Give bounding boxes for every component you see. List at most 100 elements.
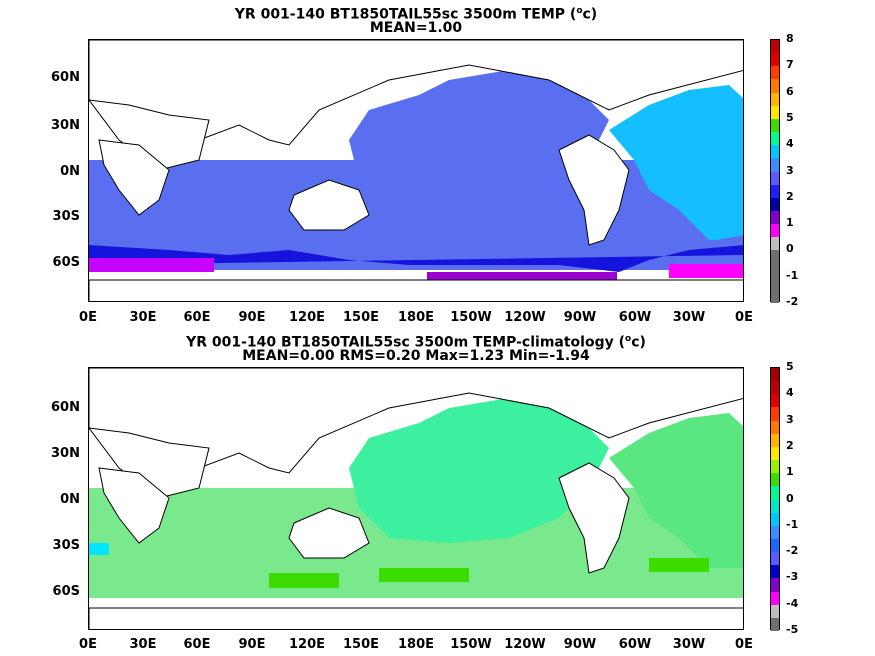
panel1-lon-label: 0E [79, 310, 97, 325]
panel2-lon-label: 0E [735, 637, 753, 652]
colorbar-segment [771, 250, 779, 265]
colorbar-segment [771, 40, 779, 54]
colorbar-segment [771, 420, 779, 435]
panel2-lat-0N: 0N [60, 492, 80, 507]
colorbar-segment [771, 499, 779, 514]
colorbar-segment [771, 486, 779, 500]
panel1-degree-sup: o [576, 6, 583, 16]
panel2-map [88, 367, 744, 630]
colorbar-tick-label: 1 [786, 465, 794, 479]
colorbar-tick-label: -3 [786, 570, 799, 584]
colorbar-segment [771, 368, 779, 382]
colorbar-tick-label: 5 [786, 360, 794, 373]
panel2-lon-label: 0E [79, 637, 97, 652]
colorbar-tick-label: -1 [786, 268, 799, 282]
colorbar-tick-label: 4 [786, 137, 794, 151]
panel1-lon-label: 90W [563, 310, 597, 325]
panel1-map-field [89, 40, 743, 301]
colorbar-segment [771, 578, 779, 593]
panel2-lon-label: 60E [183, 637, 211, 652]
colorbar-segment [771, 460, 779, 474]
panel2-lon-label: 90W [563, 637, 597, 652]
colorbar-segment [771, 197, 779, 212]
panel1-lon-label: 30E [129, 310, 157, 325]
panel2-lon-label: 180E [397, 637, 435, 652]
colorbar-tick-label: 0 [786, 242, 794, 256]
panel2-lon-label: 150E [342, 637, 380, 652]
panel2-lon-label: 150W [450, 637, 492, 652]
panel2-degree-sup: o [625, 334, 632, 344]
colorbar-segment [771, 381, 779, 395]
colorbar-tick-label: 7 [786, 58, 794, 72]
colorbar-tick-label: 2 [786, 438, 794, 452]
panel1-lon-label: 60E [183, 310, 211, 325]
panel2-lon-label: 90E [238, 637, 266, 652]
colorbar-segment [771, 394, 779, 408]
colorbar-segment [771, 289, 779, 304]
colorbar-segment [771, 158, 779, 172]
colorbar-segment [771, 118, 779, 133]
colorbar-segment [771, 184, 779, 199]
panel1-title-line2: MEAN=1.00 [369, 20, 463, 36]
colorbar-segment [771, 591, 779, 606]
colorbar-segment [771, 105, 779, 120]
colorbar-tick-label: 1 [786, 216, 794, 230]
colorbar-tick-label: 4 [786, 386, 794, 400]
panel2-title-text: YR 001-140 BT1850TAIL55sc 3500m TEMP-cli… [186, 334, 625, 351]
colorbar-segment [771, 446, 779, 461]
colorbar-segment [771, 565, 779, 579]
panel2-title-line1: YR 001-140 BT1850TAIL55sc 3500m TEMP-cli… [88, 331, 744, 351]
panel1-lat-30S: 30S [52, 209, 80, 224]
panel2-lat-60S: 60S [52, 584, 80, 599]
panel2-lon-label: 120E [288, 637, 326, 652]
colorbar-tick-label: 0 [786, 491, 794, 505]
panel1-lon-label: 90E [238, 310, 266, 325]
colorbar-tick-label: -2 [786, 295, 799, 308]
panel1-lon-label: 0E [735, 310, 753, 325]
colorbar-segment [771, 79, 779, 94]
colorbar-tick-label: 8 [786, 32, 794, 45]
panel1-lon-label: 30W [672, 310, 706, 325]
colorbar-segment [771, 407, 779, 422]
colorbar-segment [771, 237, 779, 251]
colorbar-segment [771, 604, 779, 619]
panel1-title-text: YR 001-140 BT1850TAIL55sc 3500m TEMP ( [234, 6, 577, 23]
panel1-lon-label: 150W [450, 310, 492, 325]
panel1-lat-60S: 60S [52, 255, 80, 270]
colorbar-segment [771, 53, 779, 67]
panel1-lon-label: 150E [342, 310, 380, 325]
panel2-lat-30N: 30N [51, 446, 80, 461]
panel1-lon-label: 120E [288, 310, 326, 325]
panel2-map-field [89, 368, 743, 629]
panel1-lon-label: 60W [618, 310, 652, 325]
colorbar-segment [771, 512, 779, 527]
colorbar-tick-label: -4 [786, 596, 799, 610]
panel2-lat-30S: 30S [52, 538, 80, 553]
panel1-lat-0N: 0N [60, 164, 80, 179]
panel2-lon-label: 60W [618, 637, 652, 652]
colorbar-tick-label: 6 [786, 84, 794, 98]
colorbar-segment [771, 552, 779, 566]
panel2-title-line2: MEAN=0.00 RMS=0.20 Max=1.23 Min=-1.94 [242, 348, 590, 364]
panel2-colorbar [770, 367, 780, 632]
panel1-lat-60N: 60N [51, 70, 80, 85]
colorbar-tick-label: 5 [786, 110, 794, 124]
panel1-lon-label: 180E [397, 310, 435, 325]
panel1-colorbar [770, 39, 780, 304]
colorbar-tick-label: -1 [786, 517, 799, 531]
colorbar-segment [771, 171, 779, 186]
colorbar-segment [771, 145, 779, 159]
colorbar-segment [771, 66, 779, 80]
panel1-title-unit: c) [582, 6, 598, 23]
colorbar-segment [771, 210, 779, 225]
colorbar-segment [771, 224, 779, 238]
colorbar-segment [771, 132, 779, 146]
panel1-map [88, 39, 744, 302]
panel1-title-line1: YR 001-140 BT1850TAIL55sc 3500m TEMP (oc… [88, 3, 744, 23]
colorbar-tick-label: 3 [786, 163, 794, 177]
panel1-lon-label: 120W [504, 310, 546, 325]
panel2-lon-label: 30E [129, 637, 157, 652]
panel1-lat-30N: 30N [51, 118, 80, 133]
colorbar-segment [771, 538, 779, 553]
panel2-title-unit: c) [631, 334, 646, 351]
